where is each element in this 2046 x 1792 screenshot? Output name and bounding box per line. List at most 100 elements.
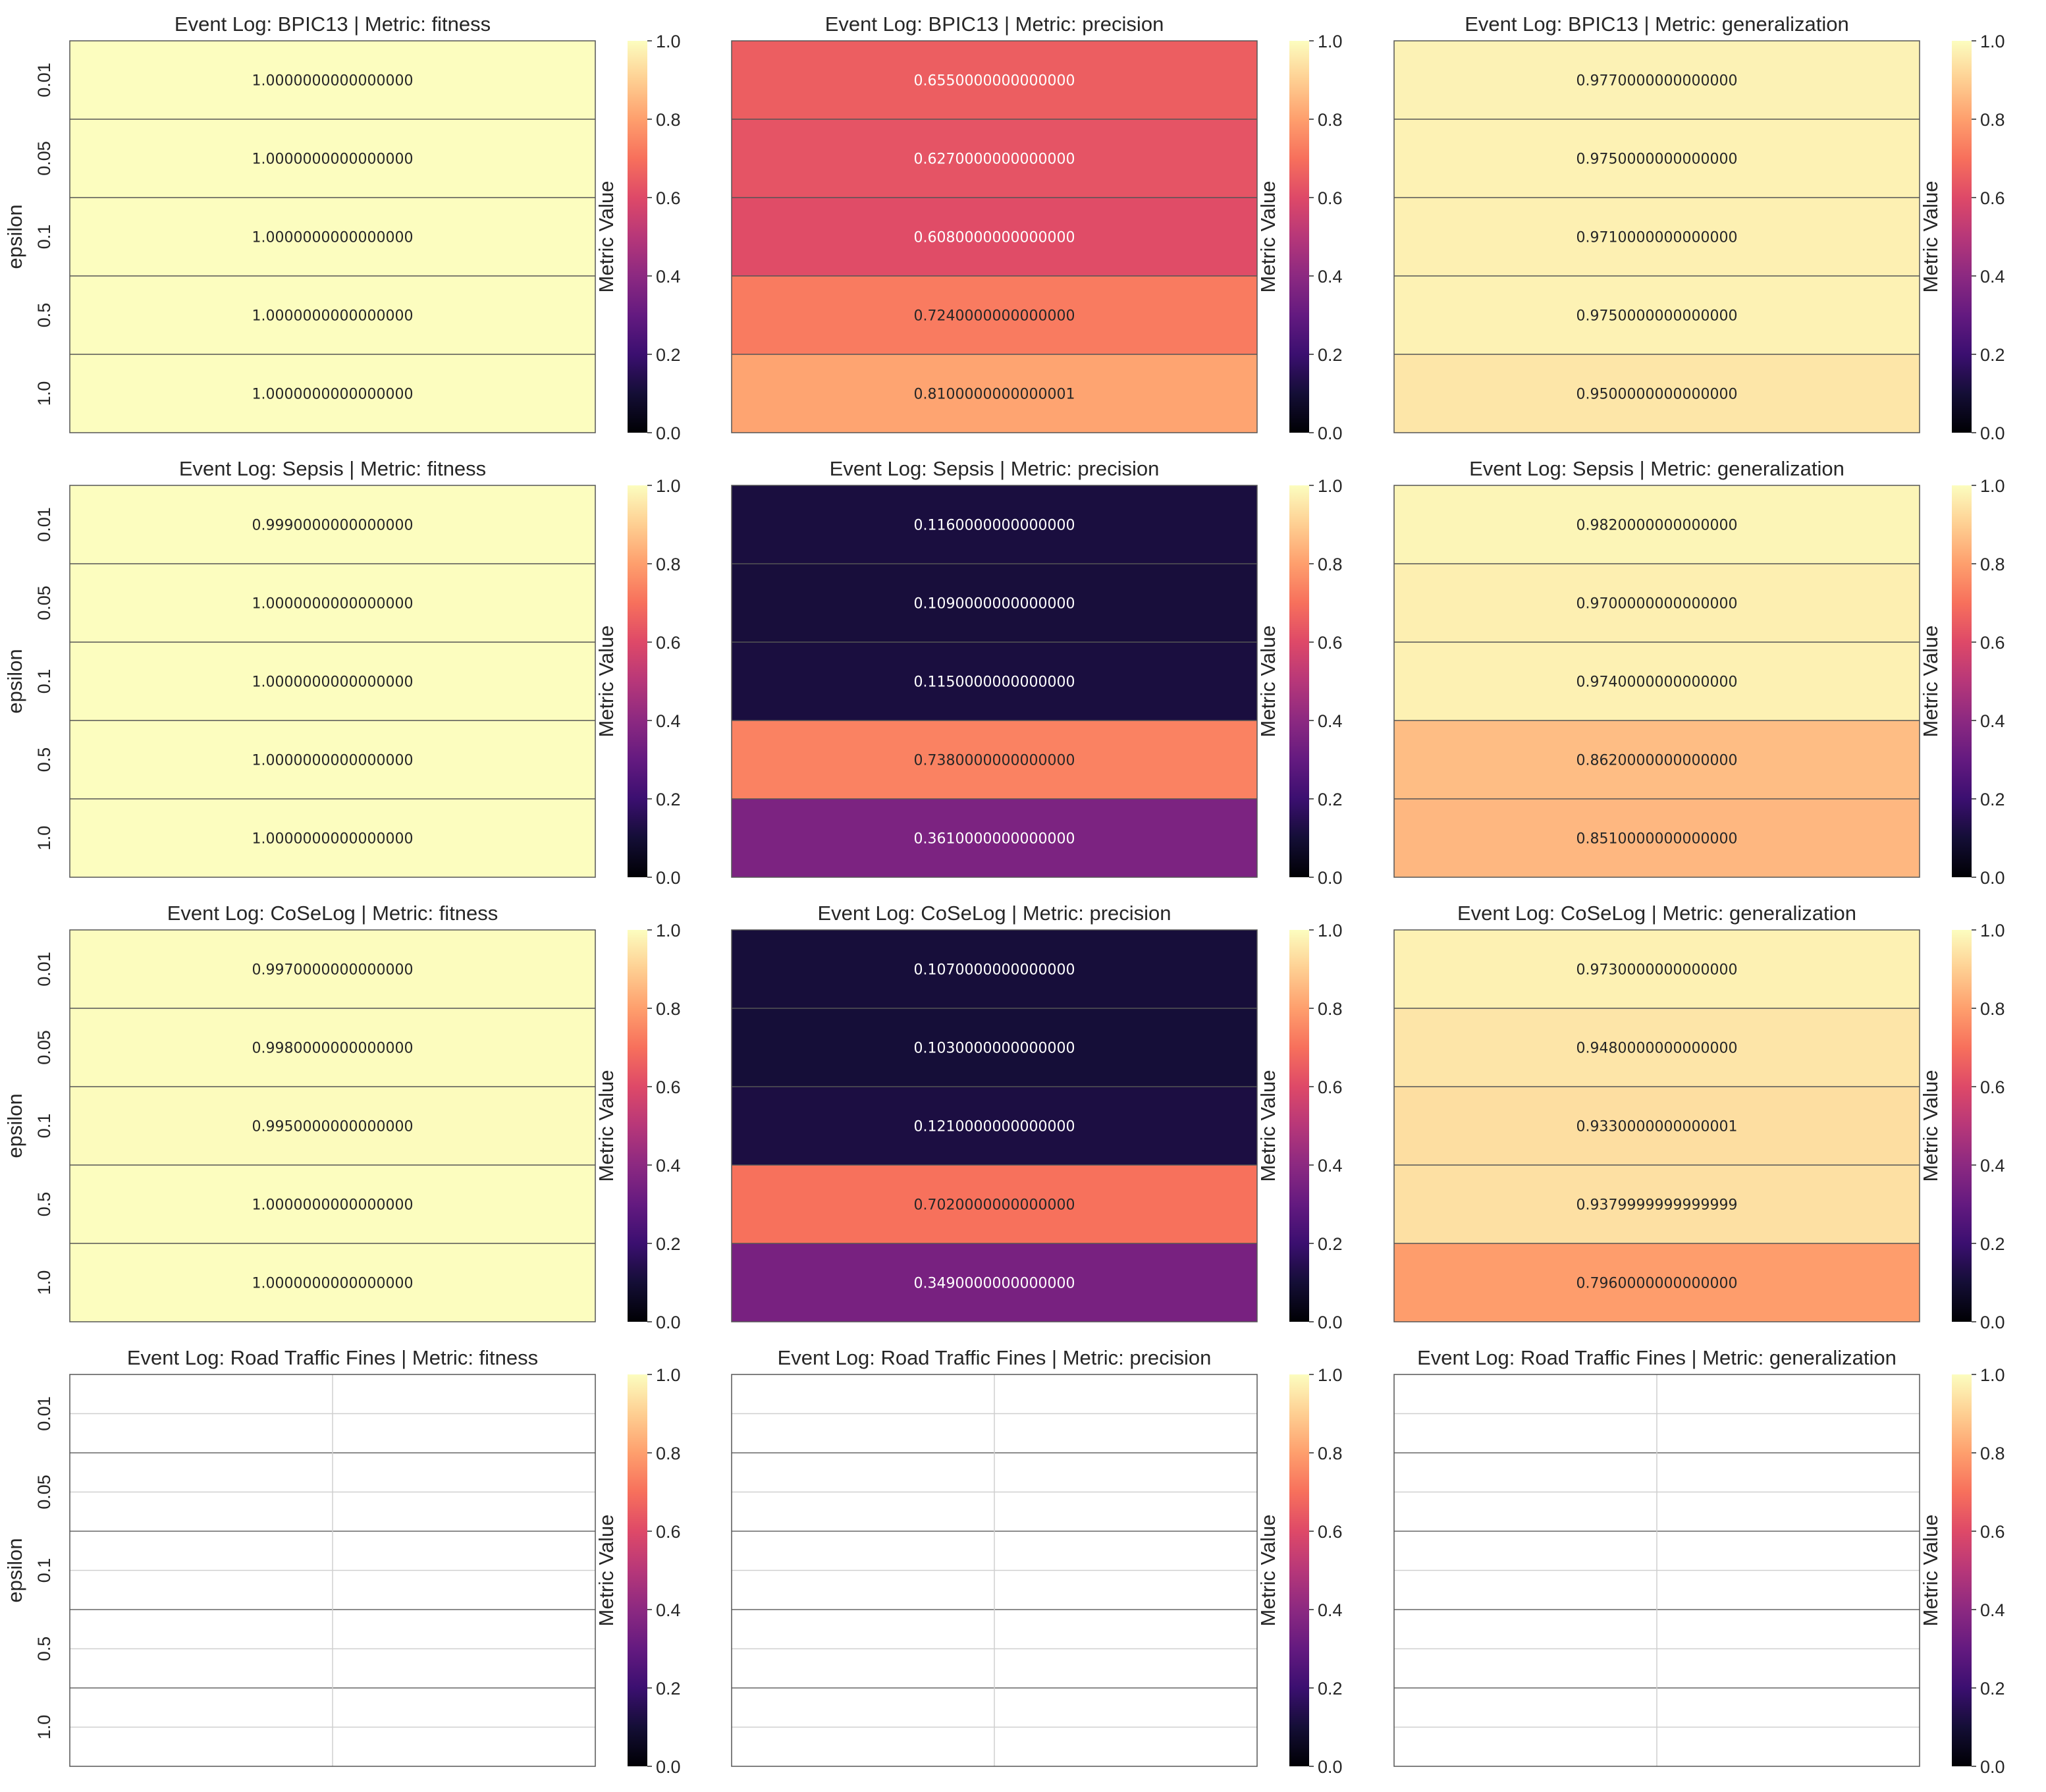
y-axis-label: epsilon <box>3 1538 26 1602</box>
heatmap-cell <box>1394 1165 1920 1243</box>
heatmap-cell <box>732 1165 1257 1243</box>
heatmap-cell <box>732 198 1257 276</box>
heatmap-cell <box>1394 354 1920 433</box>
colorbar-tick-label: 0.2 <box>1318 1679 1343 1698</box>
colorbar-tick-label: 0.2 <box>1980 1679 2005 1698</box>
colorbar <box>1289 485 1309 877</box>
cell-value-label: 0.9330000000000001 <box>1576 1119 1738 1135</box>
cell-value-label: 0.8620000000000000 <box>1576 753 1738 769</box>
colorbar-label: Metric Value <box>595 1070 618 1182</box>
colorbar <box>1289 41 1309 433</box>
colorbar-tick-label: 0.2 <box>1980 1234 2005 1254</box>
cell-value-label: 0.8510000000000000 <box>1576 831 1738 848</box>
colorbar-tick-label: 0.0 <box>1980 868 2005 888</box>
cell-value-label: 0.1150000000000000 <box>914 674 1075 691</box>
colorbar-tick-label: 0.6 <box>1980 633 2005 653</box>
heatmap-panel: Event Log: Road Traffic Fines | Metric: … <box>3 1346 681 1777</box>
colorbar-tick-label: 1.0 <box>1980 921 2005 940</box>
heatmap-panel: Event Log: Sepsis | Metric: precision 0.1… <box>731 457 1343 888</box>
y-tick-label: 0.01 <box>34 1396 54 1431</box>
heatmap-cell <box>732 930 1257 1008</box>
colorbar-label: Metric Value <box>595 626 618 738</box>
y-axis-label: epsilon <box>3 649 26 713</box>
colorbar-tick-label: 0.0 <box>1318 423 1343 443</box>
cell-value-label: 1.0000000000000000 <box>252 308 414 325</box>
plot-frame <box>731 1374 1258 1767</box>
heatmap-cell <box>70 564 595 642</box>
colorbar-label: Metric Value <box>1919 1515 1942 1627</box>
colorbar-tick-label: 1.0 <box>1318 32 1343 51</box>
y-tick-label: 0.1 <box>34 669 54 694</box>
panel-title: Event Log: BPIC13 | Metric: generalizati… <box>1465 13 1849 36</box>
y-tick-label: 0.1 <box>34 225 54 250</box>
plot-frame <box>69 40 596 433</box>
colorbar-tick-label: 0.4 <box>1318 1156 1343 1176</box>
colorbar-tick-label: 0.2 <box>656 345 681 365</box>
heatmap-panel: Event Log: CoSeLog | Metric: fitness 0.99… <box>3 902 681 1332</box>
heatmap-cell <box>1394 41 1920 119</box>
colorbar-tick-label: 1.0 <box>1318 476 1343 496</box>
colorbar <box>628 41 647 433</box>
colorbar-tick-label: 0.0 <box>1980 423 2005 443</box>
y-tick-label: 0.05 <box>34 1475 54 1509</box>
colorbar-tick-label: 1.0 <box>1318 1365 1343 1385</box>
colorbar-tick-label: 0.0 <box>1318 868 1343 888</box>
cell-value-label: 0.1090000000000000 <box>914 596 1075 612</box>
y-tick-label: 0.01 <box>34 63 54 97</box>
heatmap-cell <box>732 799 1257 877</box>
colorbar-tick-label: 0.2 <box>1980 345 2005 365</box>
colorbar-tick-label: 0.2 <box>656 1679 681 1698</box>
y-tick-label: 0.5 <box>34 1192 54 1217</box>
colorbar-tick-label: 0.6 <box>1980 188 2005 208</box>
heatmap-cell <box>1394 642 1920 720</box>
colorbar-tick-label: 0.8 <box>1318 999 1343 1019</box>
heatmap-cell <box>1394 1243 1920 1322</box>
y-tick-label: 1.0 <box>34 1270 54 1295</box>
colorbar-tick-label: 0.2 <box>1980 790 2005 809</box>
colorbar-tick-label: 0.8 <box>1980 999 2005 1019</box>
cell-value-label: 0.9770000000000000 <box>1576 73 1738 90</box>
cell-value-label: 0.7020000000000000 <box>914 1197 1075 1214</box>
colorbar-tick-label: 0.4 <box>1318 711 1343 731</box>
colorbar-tick-label: 1.0 <box>656 476 681 496</box>
cell-value-label: 0.9379999999999999 <box>1576 1197 1738 1214</box>
colorbar-tick-label: 0.6 <box>1980 1077 2005 1097</box>
colorbar-tick-label: 0.6 <box>1980 1522 2005 1542</box>
cell-value-label: 0.9950000000000000 <box>252 1119 414 1135</box>
heatmap-cell <box>732 642 1257 720</box>
cell-value-label: 1.0000000000000000 <box>252 1197 414 1214</box>
heatmap-panel: Event Log: BPIC13 | Metric: generalizati… <box>1393 13 2005 443</box>
panel-title: Event Log: BPIC13 | Metric: precision <box>825 13 1164 36</box>
plot-frame <box>1393 485 1920 878</box>
heatmap-cell <box>1394 1087 1920 1165</box>
heatmap-cell <box>1394 119 1920 198</box>
cell-value-label: 0.7240000000000000 <box>914 308 1075 325</box>
colorbar-tick-label: 0.2 <box>656 1234 681 1254</box>
panel-title: Event Log: BPIC13 | Metric: fitness <box>175 13 491 36</box>
colorbar-label: Metric Value <box>595 1515 618 1627</box>
heatmap-cell <box>70 1243 595 1322</box>
y-tick-label: 0.5 <box>34 747 54 773</box>
heatmap-cell <box>70 642 595 720</box>
colorbar <box>1952 930 1972 1322</box>
y-tick-label: 0.5 <box>34 1637 54 1662</box>
cell-value-label: 0.6550000000000000 <box>914 73 1075 90</box>
colorbar <box>1952 1374 1972 1766</box>
colorbar <box>1952 485 1972 877</box>
cell-value-label: 0.1070000000000000 <box>914 962 1075 979</box>
heatmap-cell <box>732 119 1257 198</box>
colorbar-label: Metric Value <box>1919 1070 1942 1182</box>
plot-frame <box>731 40 1258 433</box>
heatmap-cell <box>70 198 595 276</box>
plot-frame <box>69 1374 596 1767</box>
colorbar-tick-label: 0.4 <box>1318 1600 1343 1620</box>
colorbar-tick-label: 0.0 <box>1318 1313 1343 1332</box>
heatmap-grid: Event Log: BPIC13 | Metric: fitness 1.000… <box>3 13 2005 1777</box>
colorbar-tick-label: 0.8 <box>656 110 681 130</box>
colorbar-tick-label: 0.2 <box>656 790 681 809</box>
colorbar-tick-label: 0.4 <box>656 1600 681 1620</box>
y-tick-label: 0.5 <box>34 303 54 328</box>
plot-frame <box>1393 1374 1920 1767</box>
cell-value-label: 0.1030000000000000 <box>914 1041 1075 1057</box>
plot-frame <box>69 485 596 878</box>
